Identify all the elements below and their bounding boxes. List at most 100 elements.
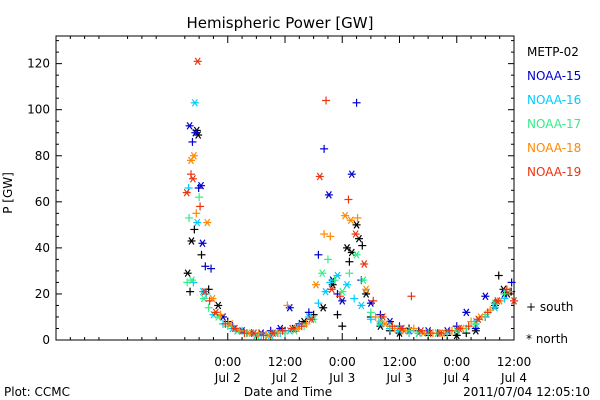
data-point-south [483,308,492,317]
legend-entry-noaa-15: NOAA-15 [527,69,581,83]
legend-entry-noaa-17: NOAA-17 [527,117,581,131]
data-point-south [445,326,454,335]
data-point-south [369,296,378,305]
data-point-south [353,213,362,222]
data-point-south [195,193,204,202]
data-point-south [297,322,306,331]
y-tick-label: 120 [27,57,50,71]
data-point-north [193,218,202,227]
data-point-north [198,239,207,248]
data-point-north [362,290,371,298]
plot-frame [55,35,515,341]
data-point-north [343,280,352,289]
data-point-north [347,170,356,179]
data-point-north [474,315,483,324]
data-point-south [197,250,206,259]
data-point-north [360,260,369,268]
data-point-north [378,313,387,321]
data-point-south [345,257,354,266]
data-point-north [190,98,199,107]
data-point-south [366,315,375,324]
data-point-south [192,209,201,218]
data-point-south [196,202,205,211]
legend-entry-noaa-18: NOAA-18 [527,141,581,155]
data-point-north [397,324,406,333]
data-point-south [371,312,380,321]
data-point-south [494,271,503,280]
data-point-north [359,276,368,284]
data-point-north [200,287,209,296]
data-point-north [187,276,196,284]
data-point-north [341,211,350,220]
data-point-north [357,301,366,310]
data-point-north [249,329,258,337]
data-point-north [312,280,321,289]
data-point-south [326,278,335,287]
data-point-north [416,326,425,335]
data-point-north [321,287,330,296]
data-point-south [464,322,473,331]
data-point-south [221,319,230,328]
legend-entry-noaa-19: NOAA-19 [527,165,581,179]
data-point-north [182,188,191,197]
data-point-south [302,319,311,328]
data-point-north [315,172,324,181]
data-point-north [327,285,336,294]
plot-border [55,35,515,341]
y-tick-label: 40 [35,241,50,255]
data-point-north [354,234,363,243]
y-tick-label: 100 [27,103,50,117]
data-point-south [304,308,313,317]
data-point-north [338,287,347,296]
series-metp-02 [183,126,516,340]
data-point-south [205,296,214,305]
data-point-north [324,191,333,199]
data-point-north [493,296,502,305]
data-point-north [203,218,212,227]
data-point-north [197,181,206,190]
data-point-north [288,324,297,333]
x-tick-time: 12:00 [497,355,532,369]
data-point-south [500,289,509,298]
data-point-south [190,225,199,234]
data-point-south [240,329,249,338]
data-point-north [351,230,360,238]
data-point-south [185,213,194,222]
data-point-north [193,57,202,66]
y-tick-label: 60 [35,195,50,209]
data-point-north [381,320,390,328]
x-tick-time: 0:00 [214,355,241,369]
x-tick-date: Jul 2 [271,371,298,385]
y-tick-label: 0 [42,333,50,347]
data-point-south [204,303,213,312]
data-point-south [259,331,268,340]
x-tick-time: 0:00 [443,355,470,369]
legend-entry-noaa-16: NOAA-16 [527,93,581,107]
data-point-south [507,278,516,287]
data-point-north [333,271,342,280]
data-point-south [330,276,339,285]
x-tick-time: 12:00 [382,355,417,369]
data-point-north [318,269,327,278]
data-point-south [320,144,329,153]
data-point-south [338,322,347,331]
data-point-south [335,292,344,301]
data-point-north [436,329,445,337]
data-point-south [345,269,354,278]
marker-legend-north: * north [526,332,568,346]
x-tick-date: Jul 3 [386,371,413,385]
x-tick-date: Jul 3 [328,371,355,385]
data-point-north [352,220,361,229]
y-tick-label: 80 [35,149,50,163]
data-point-south [333,310,342,319]
data-point-south [409,324,418,333]
legend-entry-metp-02: METP-02 [527,45,579,59]
data-point-south [278,326,287,335]
data-point-south [326,232,335,241]
y-axis: 0 20 40 60 80 100 120 [27,40,514,347]
footer-timestamp: 2011/07/04 12:05:10 [463,385,590,399]
data-point-north [319,303,328,312]
marker-legend-south: + south [526,300,573,314]
x-axis-label: Date and Time [244,385,332,399]
data-point-north [269,329,278,337]
